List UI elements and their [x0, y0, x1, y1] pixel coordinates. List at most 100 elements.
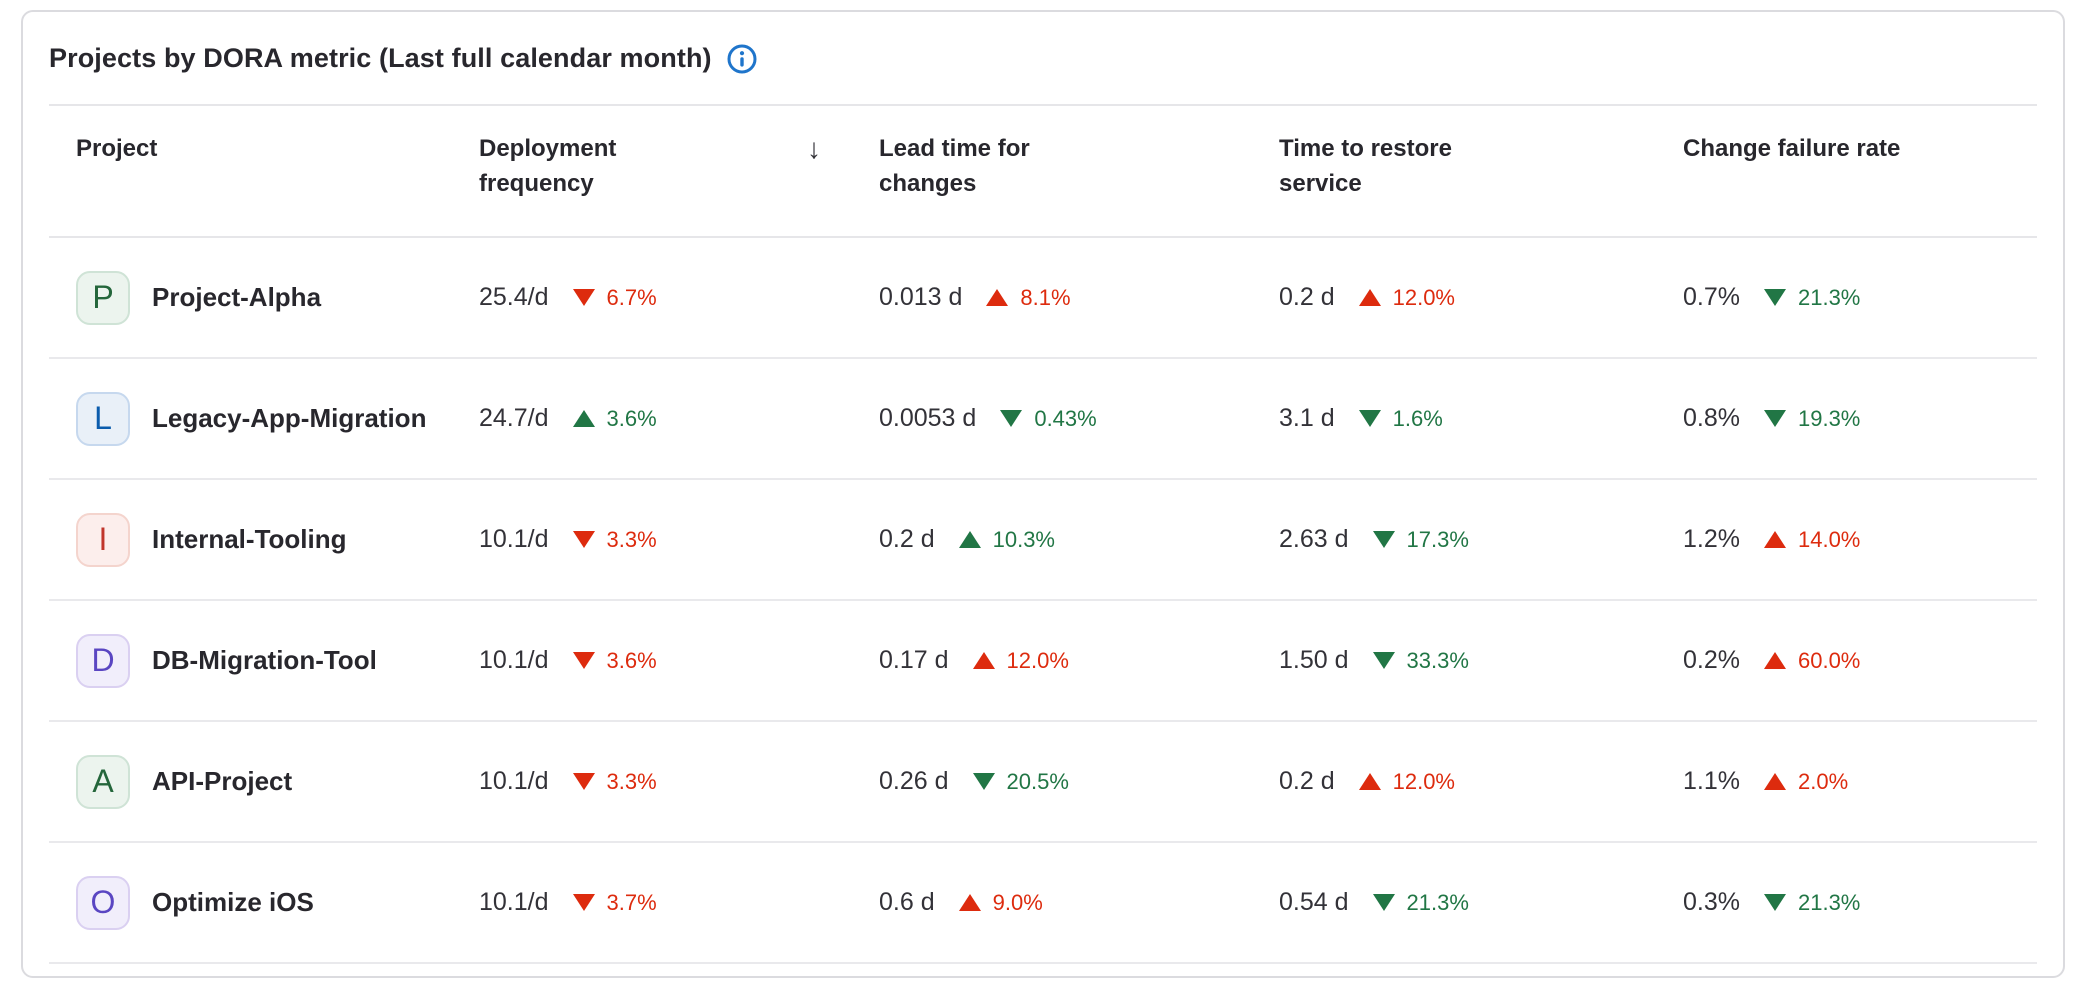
sort-descending-icon[interactable]: ↓: [807, 133, 821, 164]
trend-indicator: 9.0%: [958, 890, 1043, 916]
metric-value: 0.6 d: [879, 888, 935, 916]
project-avatar: A: [76, 754, 130, 809]
dora-metrics-panel: Projects by DORA metric (Last full calen…: [21, 10, 2065, 978]
avatar-initial: A: [92, 763, 114, 799]
project-avatar: O: [76, 875, 130, 930]
table-row: O Optimize iOS 10.1/d 3.7% 0.6 d 9.0% 0.…: [49, 843, 2037, 964]
info-icon-glyph: [727, 44, 757, 74]
trend-triangle-icon: [572, 289, 595, 306]
trend-indicator: 3.6%: [572, 405, 657, 432]
trend-indicator: 19.3%: [1763, 405, 1861, 432]
project-avatar: D: [76, 633, 130, 688]
metric-value: 0.2 d: [879, 525, 935, 553]
project-name-link[interactable]: Legacy-App-Migration: [152, 403, 427, 433]
metric-value: 10.1/d: [479, 767, 549, 795]
column-header-lead-time[interactable]: Lead time for changes: [879, 106, 1279, 202]
column-header-time-to-restore[interactable]: Time to restore service: [1279, 106, 1683, 202]
trend-triangle-icon: [1763, 652, 1786, 669]
metric-value: 2.63 d: [1279, 525, 1349, 553]
metric-value: 1.1%: [1683, 767, 1740, 795]
avatar-initial: L: [94, 400, 112, 436]
metric-value: 24.7/d: [479, 404, 549, 432]
trend-triangle-icon: [1763, 894, 1786, 911]
trend-indicator: 12.0%: [1358, 768, 1455, 795]
column-header-label: Change failure rate: [1683, 135, 1901, 162]
time-to-restore-cell: 0.2 d 12.0%: [1279, 767, 1683, 796]
trend-triangle-icon: [1358, 773, 1381, 790]
deployment-frequency-cell: 24.7/d 3.6%: [479, 404, 879, 433]
table-row: I Internal-Tooling 10.1/d 3.3% 0.2 d 10.…: [49, 480, 2037, 601]
trend-indicator: 14.0%: [1763, 526, 1861, 553]
avatar-initial: I: [98, 521, 108, 557]
project-avatar: I: [76, 512, 130, 567]
column-header-change-failure-rate[interactable]: Change failure rate: [1683, 106, 2010, 167]
trend-indicator: 1.6%: [1358, 405, 1443, 432]
trend-percent: 14.0%: [1797, 526, 1861, 552]
info-icon[interactable]: [726, 43, 758, 75]
trend-triangle-icon: [572, 410, 595, 427]
avatar-initial: D: [91, 642, 115, 678]
trend-indicator: 0.43%: [1000, 405, 1097, 432]
project-cell: P Project-Alpha: [76, 270, 479, 325]
project-cell: A API-Project: [76, 754, 479, 809]
deployment-frequency-cell: 10.1/d 3.7%: [479, 888, 879, 917]
change-failure-rate-cell: 1.1% 2.0%: [1683, 767, 2010, 796]
metric-value: 0.013 d: [879, 283, 963, 311]
trend-triangle-icon: [972, 773, 995, 790]
trend-indicator: 12.0%: [972, 648, 1069, 674]
trend-triangle-icon: [1372, 531, 1395, 548]
trend-percent: 0.43%: [1034, 405, 1097, 431]
project-name-link[interactable]: Optimize iOS: [152, 887, 314, 917]
trend-triangle-icon: [1763, 410, 1786, 427]
trend-indicator: 21.3%: [1763, 284, 1861, 311]
panel-title: Projects by DORA metric (Last full calen…: [49, 42, 712, 73]
metric-value: 0.54 d: [1279, 888, 1349, 916]
trend-triangle-icon: [572, 894, 595, 911]
metric-value: 0.8%: [1683, 404, 1740, 432]
time-to-restore-cell: 2.63 d 17.3%: [1279, 525, 1683, 554]
metric-value: 0.3%: [1683, 888, 1740, 916]
column-header-project[interactable]: Project: [76, 106, 479, 167]
time-to-restore-cell: 3.1 d 1.6%: [1279, 404, 1683, 433]
column-header-deployment-frequency[interactable]: Deployment frequency ↓: [479, 106, 879, 202]
metric-value: 0.2%: [1683, 646, 1740, 674]
trend-percent: 1.6%: [1392, 405, 1443, 431]
avatar-initial: O: [90, 884, 116, 920]
column-header-label: Project: [76, 135, 158, 162]
project-cell: O Optimize iOS: [76, 875, 479, 930]
metric-value: 0.26 d: [879, 767, 949, 795]
trend-percent: 12.0%: [1392, 284, 1455, 310]
trend-triangle-icon: [958, 894, 981, 911]
trend-indicator: 20.5%: [972, 768, 1069, 795]
change-failure-rate-cell: 0.2% 60.0%: [1683, 646, 2010, 675]
project-name-link[interactable]: API-Project: [152, 766, 293, 796]
trend-percent: 12.0%: [1392, 768, 1455, 794]
avatar-initial: P: [92, 279, 114, 315]
trend-indicator: 3.6%: [572, 648, 657, 674]
table-row: D DB-Migration-Tool 10.1/d 3.6% 0.17 d 1…: [49, 601, 2037, 722]
trend-triangle-icon: [1372, 652, 1395, 669]
trend-percent: 19.3%: [1797, 405, 1861, 431]
lead-time-cell: 0.013 d 8.1%: [879, 283, 1279, 312]
lead-time-cell: 0.6 d 9.0%: [879, 888, 1279, 917]
trend-indicator: 8.1%: [986, 285, 1071, 311]
trend-percent: 3.6%: [606, 405, 657, 431]
time-to-restore-cell: 0.54 d 21.3%: [1279, 888, 1683, 917]
metric-value: 0.0053 d: [879, 404, 977, 432]
change-failure-rate-cell: 1.2% 14.0%: [1683, 525, 2010, 554]
trend-indicator: 60.0%: [1763, 648, 1860, 674]
trend-triangle-icon: [1358, 289, 1381, 306]
project-name-link[interactable]: Internal-Tooling: [152, 524, 347, 554]
project-name-link[interactable]: DB-Migration-Tool: [152, 645, 377, 675]
metric-value: 0.17 d: [879, 646, 949, 674]
project-name-link[interactable]: Project-Alpha: [152, 282, 322, 312]
trend-percent: 3.3%: [606, 768, 657, 794]
trend-percent: 21.3%: [1797, 284, 1861, 310]
trend-percent: 20.5%: [1006, 768, 1069, 794]
metric-value: 0.2 d: [1279, 283, 1335, 311]
trend-indicator: 10.3%: [958, 527, 1055, 553]
lead-time-cell: 0.2 d 10.3%: [879, 525, 1279, 554]
trend-percent: 6.7%: [606, 284, 657, 310]
trend-percent: 17.3%: [1406, 526, 1469, 552]
table-row: P Project-Alpha 25.4/d 6.7% 0.013 d 8.1%…: [49, 238, 2037, 359]
